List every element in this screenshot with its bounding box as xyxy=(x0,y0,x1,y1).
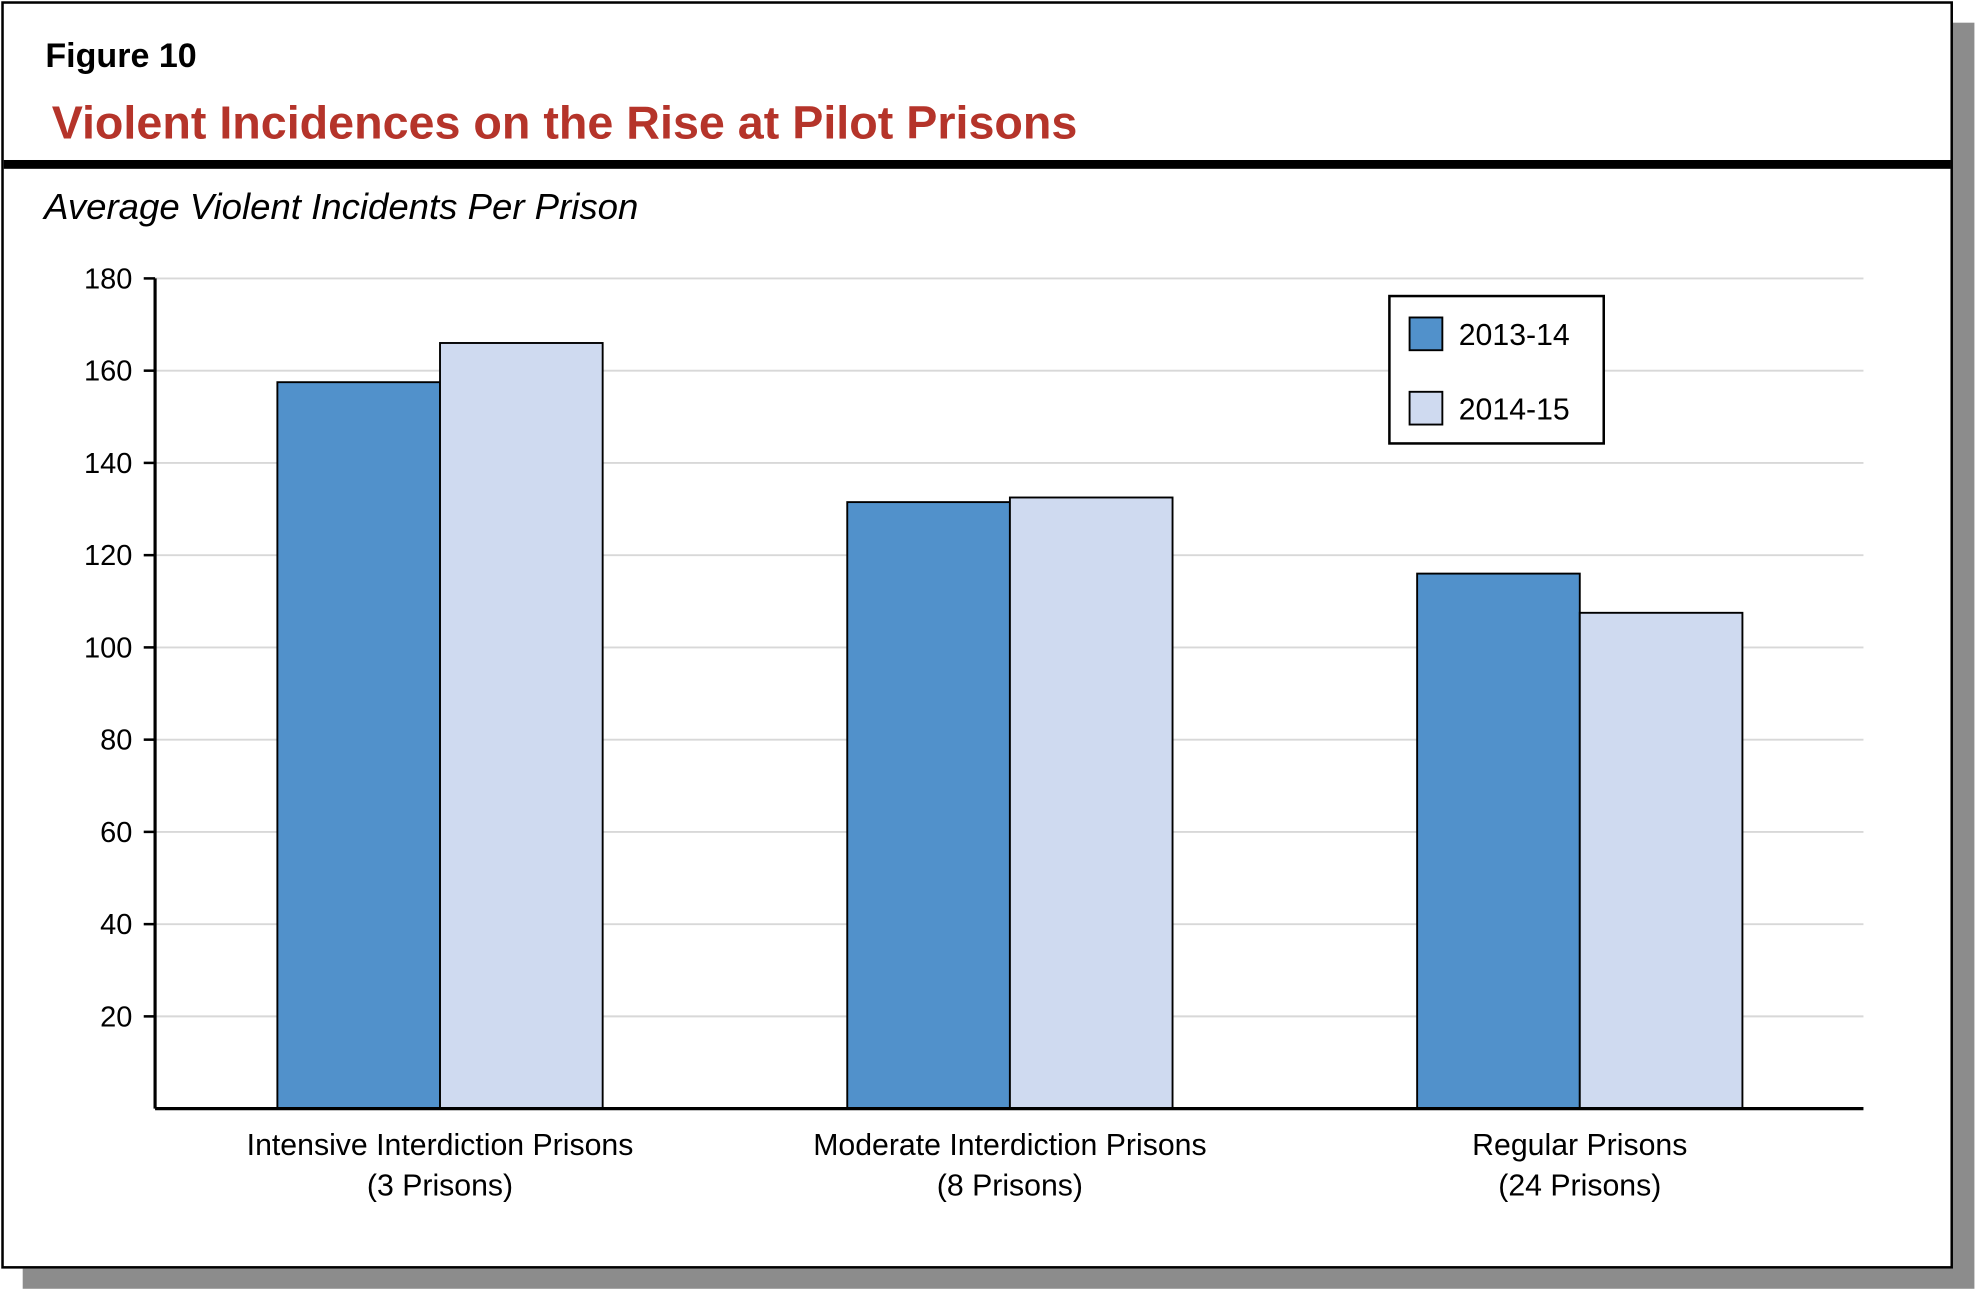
x-tick-label: Moderate Interdiction Prisons xyxy=(813,1129,1206,1162)
legend-swatch xyxy=(1408,390,1444,426)
y-tick-label: 100 xyxy=(84,632,132,664)
legend-label: 2013-14 xyxy=(1459,319,1570,352)
x-tick-label: (24 Prisons) xyxy=(1498,1170,1661,1203)
x-tick-label: (8 Prisons) xyxy=(937,1170,1083,1203)
x-tick-label: (3 Prisons) xyxy=(367,1170,513,1203)
y-tick-label: 60 xyxy=(100,817,132,849)
figure-label: Figure 10 xyxy=(45,36,197,75)
bar-2014-15 xyxy=(1008,496,1174,1110)
y-tick-label: 120 xyxy=(84,540,132,572)
y-tick-label: 40 xyxy=(100,909,132,941)
figure-frame: Figure 10 Violent Incidences on the Rise… xyxy=(1,1,1953,1269)
y-axis-label: Average Violent Incidents Per Prison xyxy=(44,187,639,229)
bar-2013-14 xyxy=(846,501,1011,1110)
bar-chart: 20 40 60 80 100 120 140 160 180 Intensive Interdi… xyxy=(84,264,1864,1203)
title-divider xyxy=(3,159,1951,169)
y-tick-label: 80 xyxy=(100,725,132,757)
y-tick-label: 160 xyxy=(84,356,132,388)
x-tick-label: Regular Prisons xyxy=(1472,1129,1687,1162)
legend-swatch xyxy=(1408,316,1444,352)
x-tick-label: Intensive Interdiction Prisons xyxy=(247,1129,634,1162)
y-tick-label: 20 xyxy=(100,1001,132,1033)
legend-label: 2014-15 xyxy=(1459,394,1570,427)
y-tick-label: 140 xyxy=(84,448,132,480)
bar-2014-15 xyxy=(1578,611,1744,1110)
bar-2014-15 xyxy=(439,342,604,1110)
chart-title: Violent Incidences on the Rise at Pilot … xyxy=(51,97,1078,149)
y-tick-label: 180 xyxy=(84,264,132,296)
bar-2013-14 xyxy=(1416,572,1581,1110)
bar-2013-14 xyxy=(276,381,441,1110)
